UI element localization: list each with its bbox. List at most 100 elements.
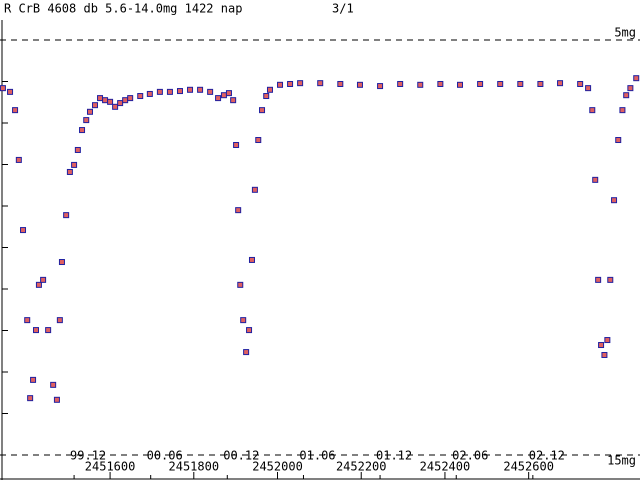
y-tick-label: 5mg [614, 26, 636, 40]
date-tick-label: 01.12 [376, 449, 412, 463]
data-point [251, 186, 258, 193]
data-point [56, 317, 63, 324]
data-point [233, 141, 240, 148]
data-point [246, 327, 253, 334]
data-point [66, 168, 73, 175]
data-point [24, 317, 31, 324]
data-point [20, 227, 27, 234]
data-point [337, 80, 344, 87]
data-point [577, 80, 584, 87]
date-tick-label: 02.12 [529, 449, 565, 463]
data-point [243, 349, 250, 356]
data-point [166, 88, 173, 95]
data-point [235, 207, 242, 214]
data-point [356, 81, 363, 88]
data-point [7, 88, 14, 95]
data-point [601, 351, 608, 358]
data-point [604, 337, 611, 344]
data-point [437, 80, 444, 87]
data-point [92, 102, 99, 109]
data-point [263, 93, 270, 100]
data-point [137, 93, 144, 100]
data-point [615, 137, 622, 144]
data-point [317, 80, 324, 87]
data-point [35, 281, 42, 288]
data-point [197, 86, 204, 93]
data-point [40, 276, 47, 283]
data-point [15, 156, 22, 163]
data-point [12, 107, 19, 114]
data-point [611, 197, 618, 204]
data-point [598, 342, 605, 349]
x-tick-label: 2452200 [336, 460, 387, 474]
data-point [112, 103, 119, 110]
data-point [397, 80, 404, 87]
x-tick-label: 2451600 [85, 460, 136, 474]
data-point [220, 92, 227, 99]
data-point [58, 259, 65, 266]
data-point [266, 86, 273, 93]
data-point [83, 117, 90, 124]
data-point [287, 80, 294, 87]
data-point [517, 80, 524, 87]
y-tick-label: 15mg [607, 454, 636, 468]
date-tick-label: 99.12 [70, 449, 106, 463]
data-point [97, 95, 104, 102]
chart-subtitle: 3/1 [332, 2, 354, 16]
data-point [207, 88, 214, 95]
data-point [457, 81, 464, 88]
data-point [45, 327, 52, 334]
data-point [74, 146, 81, 153]
data-point [237, 281, 244, 288]
data-point [86, 108, 93, 115]
data-point [595, 276, 602, 283]
data-point [122, 97, 129, 104]
x-tick-label: 2452600 [503, 460, 554, 474]
data-point [53, 396, 60, 403]
data-point [117, 100, 124, 107]
data-point [592, 176, 599, 183]
data-point [585, 85, 592, 92]
data-point [127, 95, 134, 102]
data-point [0, 85, 6, 92]
date-tick-label: 00.06 [147, 449, 183, 463]
data-point [255, 137, 262, 144]
data-point [477, 80, 484, 87]
data-point [176, 88, 183, 95]
data-point [259, 107, 266, 114]
data-point [377, 83, 384, 90]
data-point [146, 90, 153, 97]
x-tick-label: 2452400 [420, 460, 471, 474]
data-point [71, 161, 78, 168]
data-point [497, 80, 504, 87]
data-point [240, 317, 247, 324]
data-point [623, 92, 630, 99]
data-point [248, 256, 255, 263]
data-point [230, 97, 237, 104]
data-point [633, 75, 640, 82]
date-tick-label: 00.12 [223, 449, 259, 463]
data-point [619, 107, 626, 114]
chart-title: R CrB 4608 db 5.6-14.0mg 1422 nap [4, 2, 242, 16]
data-point [589, 107, 596, 114]
data-point [215, 95, 222, 102]
data-point [63, 212, 70, 219]
x-tick-label: 2451800 [169, 460, 220, 474]
data-point [156, 88, 163, 95]
data-point [79, 127, 86, 134]
data-point [50, 381, 57, 388]
data-point [557, 80, 564, 87]
data-point [30, 376, 37, 383]
data-point [27, 395, 34, 402]
data-point [297, 80, 304, 87]
data-point [537, 80, 544, 87]
x-tick-label: 2452000 [252, 460, 303, 474]
data-point [102, 97, 109, 104]
data-point [187, 86, 194, 93]
date-tick-label: 01.06 [299, 449, 335, 463]
data-point [627, 85, 634, 92]
data-point [225, 90, 232, 97]
date-tick-label: 02.06 [452, 449, 488, 463]
